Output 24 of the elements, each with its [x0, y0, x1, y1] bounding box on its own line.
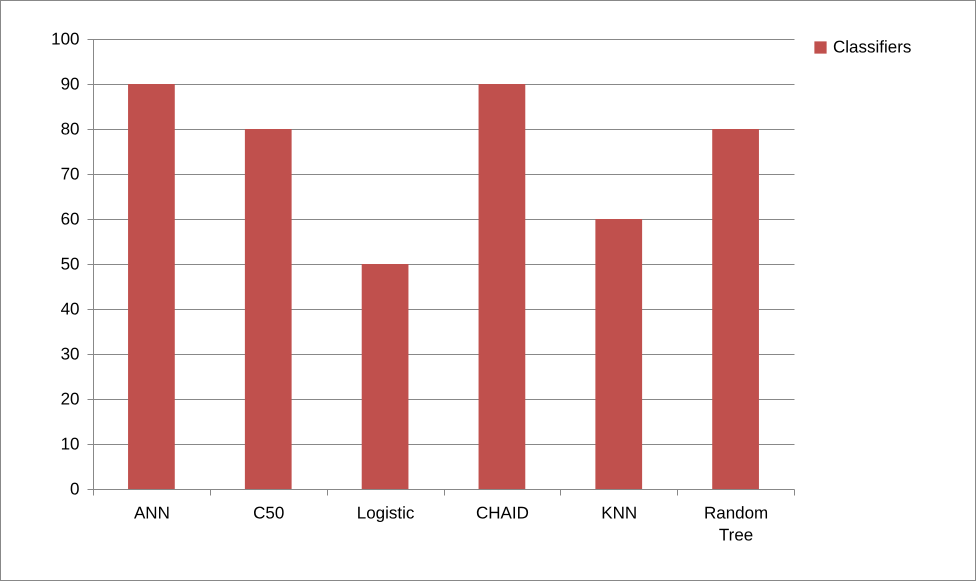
y-tick-label: 100	[51, 30, 80, 48]
x-tick-label: C50	[253, 504, 284, 522]
bar	[478, 84, 526, 489]
bar	[595, 219, 642, 489]
y-tick-label: 30	[60, 344, 80, 364]
bar	[128, 84, 175, 489]
y-tick-label: 10	[60, 434, 80, 454]
y-tick-label: 60	[60, 210, 80, 228]
y-tick-label: 0	[70, 480, 80, 498]
x-tick-label: Random Tree	[704, 504, 768, 544]
x-tick-label: CHAID	[476, 504, 529, 522]
y-tick-label: 80	[60, 120, 80, 138]
legend-label: Classifiers	[833, 38, 912, 56]
x-tick-label: KNN	[601, 504, 638, 522]
y-tick-label: 20	[60, 390, 80, 408]
x-tick-label: Logistic	[356, 504, 415, 522]
y-tick-label: 70	[60, 164, 80, 184]
y-tick-label: 90	[60, 74, 80, 94]
bar	[712, 129, 759, 489]
y-tick-label: 50	[60, 254, 80, 274]
y-tick-label: 40	[60, 300, 80, 318]
bar	[244, 129, 292, 489]
bar	[362, 264, 408, 489]
x-tick-label: ANN	[134, 504, 170, 522]
